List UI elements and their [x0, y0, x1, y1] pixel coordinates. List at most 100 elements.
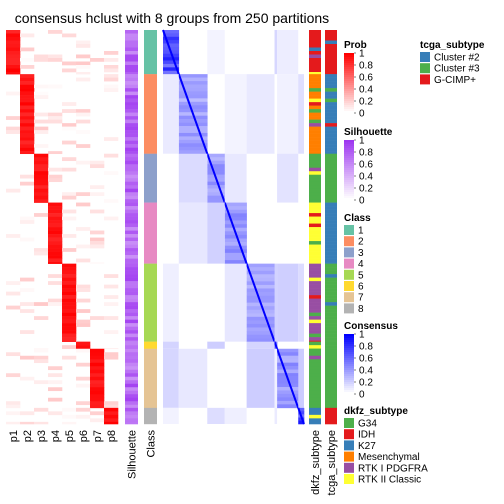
tcga-cell — [325, 160, 337, 165]
prob-cell — [48, 380, 63, 385]
consensus-block-cell — [277, 404, 299, 409]
consensus-legend-swatch — [344, 350, 354, 353]
tcga-cell — [325, 181, 337, 186]
class-legend-title: Class — [344, 213, 371, 224]
tcga-cell — [325, 288, 337, 292]
dkfz-cell — [309, 281, 321, 285]
dkfz-subtype-legend-label: RTK II Classic — [358, 475, 421, 486]
prob-cell — [76, 227, 91, 231]
tcga-cell — [325, 234, 337, 238]
consensus-block-cell — [163, 60, 180, 65]
tcga-cell — [325, 209, 337, 214]
tcga-cell — [325, 270, 337, 275]
tcga-cell — [325, 72, 337, 75]
silhouette-cell — [125, 40, 138, 45]
consensus-legend-swatch — [344, 374, 354, 377]
dkfz-cell — [309, 298, 321, 303]
prob-cell — [62, 295, 77, 299]
dkfz-subtype-legend-swatch — [344, 462, 354, 473]
prob-cell — [6, 421, 21, 425]
dkfz-cell — [309, 216, 321, 221]
dkfz-cell — [309, 171, 321, 176]
consensus-offblock — [163, 263, 179, 342]
consensus-block-cell — [246, 320, 275, 325]
consensus-block-cell — [246, 338, 275, 342]
prob-legend-swatch — [344, 57, 354, 60]
silhouette-cell — [125, 133, 138, 138]
prob-cell — [6, 291, 21, 296]
prob-legend-tick: 0.8 — [359, 61, 373, 72]
prob-cell — [62, 61, 77, 66]
prob-cell — [62, 309, 77, 313]
consensus-legend-swatch — [344, 356, 354, 359]
dkfz-cell — [309, 40, 321, 45]
consensus-block-cell — [246, 306, 275, 311]
consensus-block-cell — [178, 122, 208, 127]
silhouette-cell — [125, 418, 138, 423]
consensus-block-cell — [246, 334, 275, 339]
prob-cell — [76, 284, 91, 289]
consensus-block-cell — [277, 366, 299, 370]
tcga-cell — [325, 312, 337, 317]
silhouette-cell — [125, 164, 138, 169]
dkfz-cell — [309, 380, 321, 385]
consensus-block-cell — [277, 359, 299, 363]
silhouette-cell — [125, 248, 138, 252]
prob-cell — [48, 387, 63, 392]
consensus-block-cell — [207, 157, 226, 161]
silhouette-cell — [125, 241, 138, 245]
prob-cell — [34, 144, 49, 148]
prob-cell — [20, 137, 35, 141]
silhouette-cell — [125, 345, 138, 349]
consensus-legend-title: Consensus — [344, 321, 398, 332]
consensus-block-cell — [178, 143, 208, 148]
prob-cell — [20, 144, 35, 148]
prob-cell — [20, 81, 35, 85]
prob-cell — [90, 316, 105, 320]
consensus-offblock — [274, 30, 278, 75]
prob-cell — [104, 199, 119, 203]
consensus-block-cell — [207, 160, 226, 165]
dkfz-cell — [309, 58, 321, 62]
tcga-cell — [325, 61, 337, 66]
consensus-block-cell — [207, 171, 226, 175]
prob-legend-swatch — [344, 71, 354, 74]
prob-cell — [48, 167, 63, 172]
prob-cell — [34, 359, 49, 364]
prob-cell — [76, 414, 91, 419]
silhouette-cell — [125, 237, 138, 242]
prob-cell — [20, 126, 35, 131]
consensus-legend-swatch — [344, 388, 354, 391]
prob-cell — [76, 345, 91, 349]
prob-cell — [6, 234, 21, 238]
silhouette-cell — [125, 302, 138, 306]
consensus-legend-swatch — [344, 378, 354, 381]
dkfz-subtype-legend-label: RTK I PDGFRA — [358, 463, 428, 474]
tcga-subtype-legend-title: tcga_subtype — [420, 40, 485, 51]
dkfz-cell — [309, 126, 321, 131]
prob-cell — [34, 192, 49, 197]
dkfz-cell — [309, 337, 321, 341]
prob-cell — [62, 109, 77, 113]
tcga-cell — [325, 369, 337, 374]
silhouette-cell — [125, 192, 138, 197]
prob-legend-swatch — [344, 53, 354, 56]
consensus-block-cell — [207, 199, 226, 203]
tcga-cell — [325, 58, 337, 62]
silhouette-cell — [125, 220, 138, 224]
consensus-diagonal — [276, 348, 300, 409]
dkfz-cell — [309, 267, 321, 271]
prob-cell — [20, 47, 35, 52]
consensus-block-cell — [277, 393, 299, 398]
silhouette-legend-swatch — [344, 154, 354, 157]
dkfz-cell — [309, 359, 321, 364]
tcga-cell — [325, 44, 337, 48]
dkfz-cell — [309, 105, 321, 110]
class-bar — [144, 30, 157, 425]
silhouette-cell — [125, 369, 138, 374]
consensus-diagonal — [206, 153, 226, 203]
tcga-cell — [325, 248, 337, 252]
prob-cell — [20, 355, 35, 360]
tcga-cell — [325, 185, 337, 190]
dkfz-cell — [309, 309, 321, 313]
